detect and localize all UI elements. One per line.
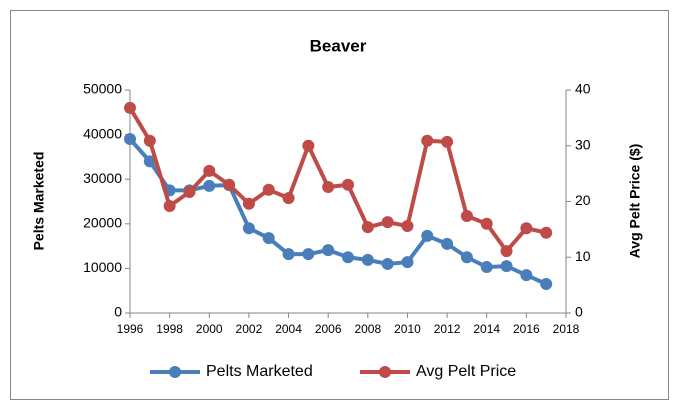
marker [124, 133, 136, 146]
marker [262, 232, 275, 245]
marker [361, 221, 374, 234]
marker [500, 245, 513, 258]
marker [460, 209, 473, 222]
y2-tick-label: 10 [575, 248, 591, 264]
marker [421, 134, 434, 147]
marker [143, 155, 156, 168]
y-tick-label: 0 [114, 304, 122, 320]
marker [223, 178, 236, 191]
y2-tick-label: 20 [575, 192, 591, 208]
marker [203, 164, 216, 177]
marker [302, 139, 315, 152]
chart-border [10, 10, 669, 400]
marker [480, 217, 493, 230]
marker [282, 248, 295, 261]
marker [500, 260, 513, 273]
marker [520, 222, 533, 235]
x-tick-label: 2000 [196, 322, 223, 336]
marker [183, 186, 196, 199]
y-tick-label: 50000 [83, 81, 122, 97]
y-tick-label: 40000 [83, 125, 122, 141]
marker [361, 253, 374, 266]
marker [282, 192, 295, 205]
x-tick-label: 2014 [473, 322, 500, 336]
marker [342, 251, 354, 264]
marker [441, 237, 454, 250]
x-tick-label: 2016 [513, 322, 540, 336]
y2-tick-label: 40 [575, 81, 591, 97]
marker [480, 261, 493, 274]
marker [540, 278, 553, 291]
marker [540, 226, 553, 239]
x-tick-label: 1998 [156, 322, 183, 336]
marker [401, 220, 414, 233]
series-line [128, 106, 547, 254]
marker [242, 222, 255, 235]
y2-axis-label: Avg Pelt Price ($) [627, 144, 643, 259]
y-axis-label: Pelts Marketed [31, 152, 47, 251]
x-tick-label: 2006 [315, 322, 342, 336]
marker [302, 248, 315, 261]
legend-label: Pelts Marketed [206, 363, 313, 380]
series-line [128, 137, 548, 286]
marker [441, 135, 454, 148]
x-tick-label: 2004 [275, 322, 302, 336]
y2-tick-label: 30 [575, 136, 591, 152]
x-tick-label: 2012 [434, 322, 461, 336]
marker [460, 251, 473, 264]
marker [381, 257, 394, 270]
legend-label: Avg Pelt Price [416, 363, 516, 380]
x-tick-label: 1996 [117, 322, 144, 336]
marker [381, 216, 394, 229]
y-tick-label: 30000 [83, 170, 122, 186]
marker [163, 199, 176, 212]
x-tick-label: 2008 [354, 322, 381, 336]
marker [124, 101, 136, 114]
x-tick-label: 2002 [236, 322, 263, 336]
legend-marker [379, 366, 391, 378]
marker [203, 179, 216, 192]
chart-title: Beaver [310, 36, 367, 55]
legend-marker [169, 366, 181, 378]
marker [242, 197, 255, 210]
marker [520, 269, 533, 282]
marker [322, 181, 335, 194]
marker [401, 256, 414, 269]
marker [421, 229, 434, 242]
marker [143, 134, 156, 147]
x-tick-label: 2010 [394, 322, 421, 336]
y-tick-label: 20000 [83, 215, 122, 231]
marker [262, 183, 275, 196]
y2-tick-label: 0 [575, 304, 583, 320]
marker [342, 178, 354, 191]
marker [322, 244, 335, 257]
y-tick-label: 10000 [83, 259, 122, 275]
x-tick-label: 2018 [553, 322, 580, 336]
